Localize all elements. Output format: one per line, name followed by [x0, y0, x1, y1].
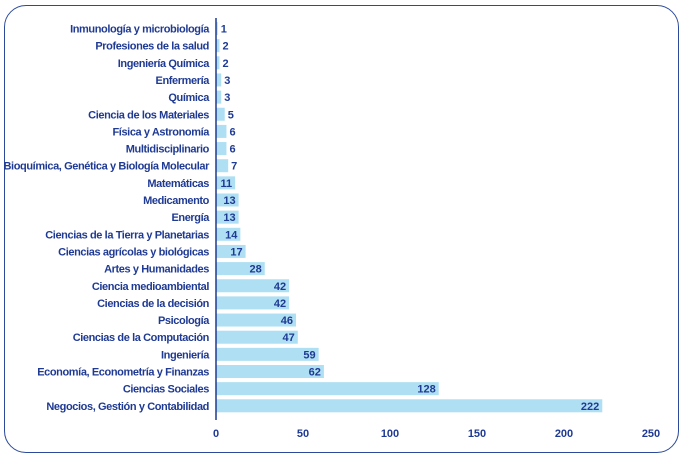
bar: [216, 193, 239, 207]
data-label: 222: [581, 401, 599, 413]
category-label: Física y Astronomía: [112, 126, 210, 138]
bar: [216, 39, 220, 53]
bar: [216, 107, 225, 121]
category-label: Ciencias Sociales: [123, 384, 209, 396]
x-tick-label: 150: [468, 428, 486, 440]
bar: [216, 399, 603, 413]
data-label: 13: [223, 212, 235, 224]
category-label: Ciencias de la decisión: [97, 298, 210, 310]
x-tick-label: 0: [213, 428, 219, 440]
category-label: Enfermería: [156, 75, 211, 87]
category-label: Bioquímica, Genética y Biología Molecula…: [4, 161, 211, 173]
category-label: Ciencia de los Materiales: [88, 109, 209, 121]
data-label: 13: [223, 195, 235, 207]
bar: [216, 382, 439, 396]
data-label: 128: [417, 384, 435, 396]
bar: [216, 142, 227, 156]
category-label: Energía: [171, 212, 210, 224]
data-label: 47: [283, 332, 295, 344]
data-label: 2: [222, 58, 228, 70]
data-label: 5: [228, 109, 234, 121]
x-tick-labels-group: 0 50 100 150 200 250: [213, 428, 660, 440]
x-tick-label: 200: [555, 428, 573, 440]
category-label: Psicología: [158, 315, 210, 327]
category-label: Medicamento: [143, 195, 210, 207]
bar: [216, 22, 218, 35]
bar: [216, 90, 222, 104]
category-label: Multidisciplinario: [126, 144, 210, 156]
category-labels-group: Inmunología y microbiología Profesiones d…: [4, 24, 211, 413]
data-label: 6: [229, 144, 235, 156]
category-label: Ingeniería: [161, 349, 210, 361]
category-label: Química: [168, 92, 210, 104]
data-label: 62: [309, 367, 321, 379]
data-label: 46: [281, 315, 293, 327]
bar: [216, 313, 297, 327]
data-label: 17: [230, 246, 242, 258]
bar: [216, 176, 236, 190]
category-label: Negocios, Gestión y Contabilidad: [46, 401, 209, 413]
data-label: 42: [274, 298, 286, 310]
data-label: 7: [231, 161, 237, 173]
category-label: Ciencias de la Computación: [73, 332, 210, 344]
bars-group: [216, 22, 603, 413]
data-label: 28: [249, 264, 261, 276]
bar: [216, 330, 298, 344]
category-label: Profesiones de la salud: [95, 41, 209, 53]
bar: [216, 210, 239, 224]
data-label: 59: [303, 349, 315, 361]
x-tick-label: 100: [381, 428, 399, 440]
chart-frame: [4, 5, 679, 453]
data-label: 1: [221, 24, 227, 36]
bar: [216, 124, 227, 138]
x-tick-label: 250: [642, 428, 660, 440]
category-label: Ciencia medioambiental: [92, 281, 209, 293]
bar: [216, 73, 222, 87]
bar: [216, 244, 246, 258]
category-label: Artes y Humanidades: [104, 264, 209, 276]
data-label: 6: [229, 126, 235, 138]
bar: [216, 279, 290, 293]
data-label: 11: [220, 178, 232, 190]
value-labels-group: 1 2 2 3 3 5 6 6 7 11 13 13 14 17 28 42 42 46 47 59 62 128 222: [220, 24, 599, 413]
bar: [216, 365, 324, 378]
bar: [216, 227, 241, 241]
bar: [216, 56, 220, 70]
data-label: 3: [224, 92, 230, 104]
category-label: Economía, Econometría y Finanzas: [37, 367, 209, 379]
data-label: 14: [225, 229, 238, 241]
category-label: Matemáticas: [147, 178, 209, 190]
x-tick-label: 50: [297, 428, 309, 440]
bar: [216, 347, 319, 361]
category-label: Ingeniería Química: [118, 58, 211, 70]
data-label: 3: [224, 75, 230, 87]
bar: [216, 262, 265, 276]
bar: [216, 296, 290, 310]
bar: [216, 159, 229, 173]
category-label: Ciencias agrícolas y biológicas: [58, 246, 209, 258]
data-label: 42: [274, 281, 286, 293]
category-label: Ciencias de la Tierra y Planetarias: [45, 229, 209, 241]
category-label: Inmunología y microbiología: [70, 24, 210, 36]
data-label: 2: [222, 41, 228, 53]
